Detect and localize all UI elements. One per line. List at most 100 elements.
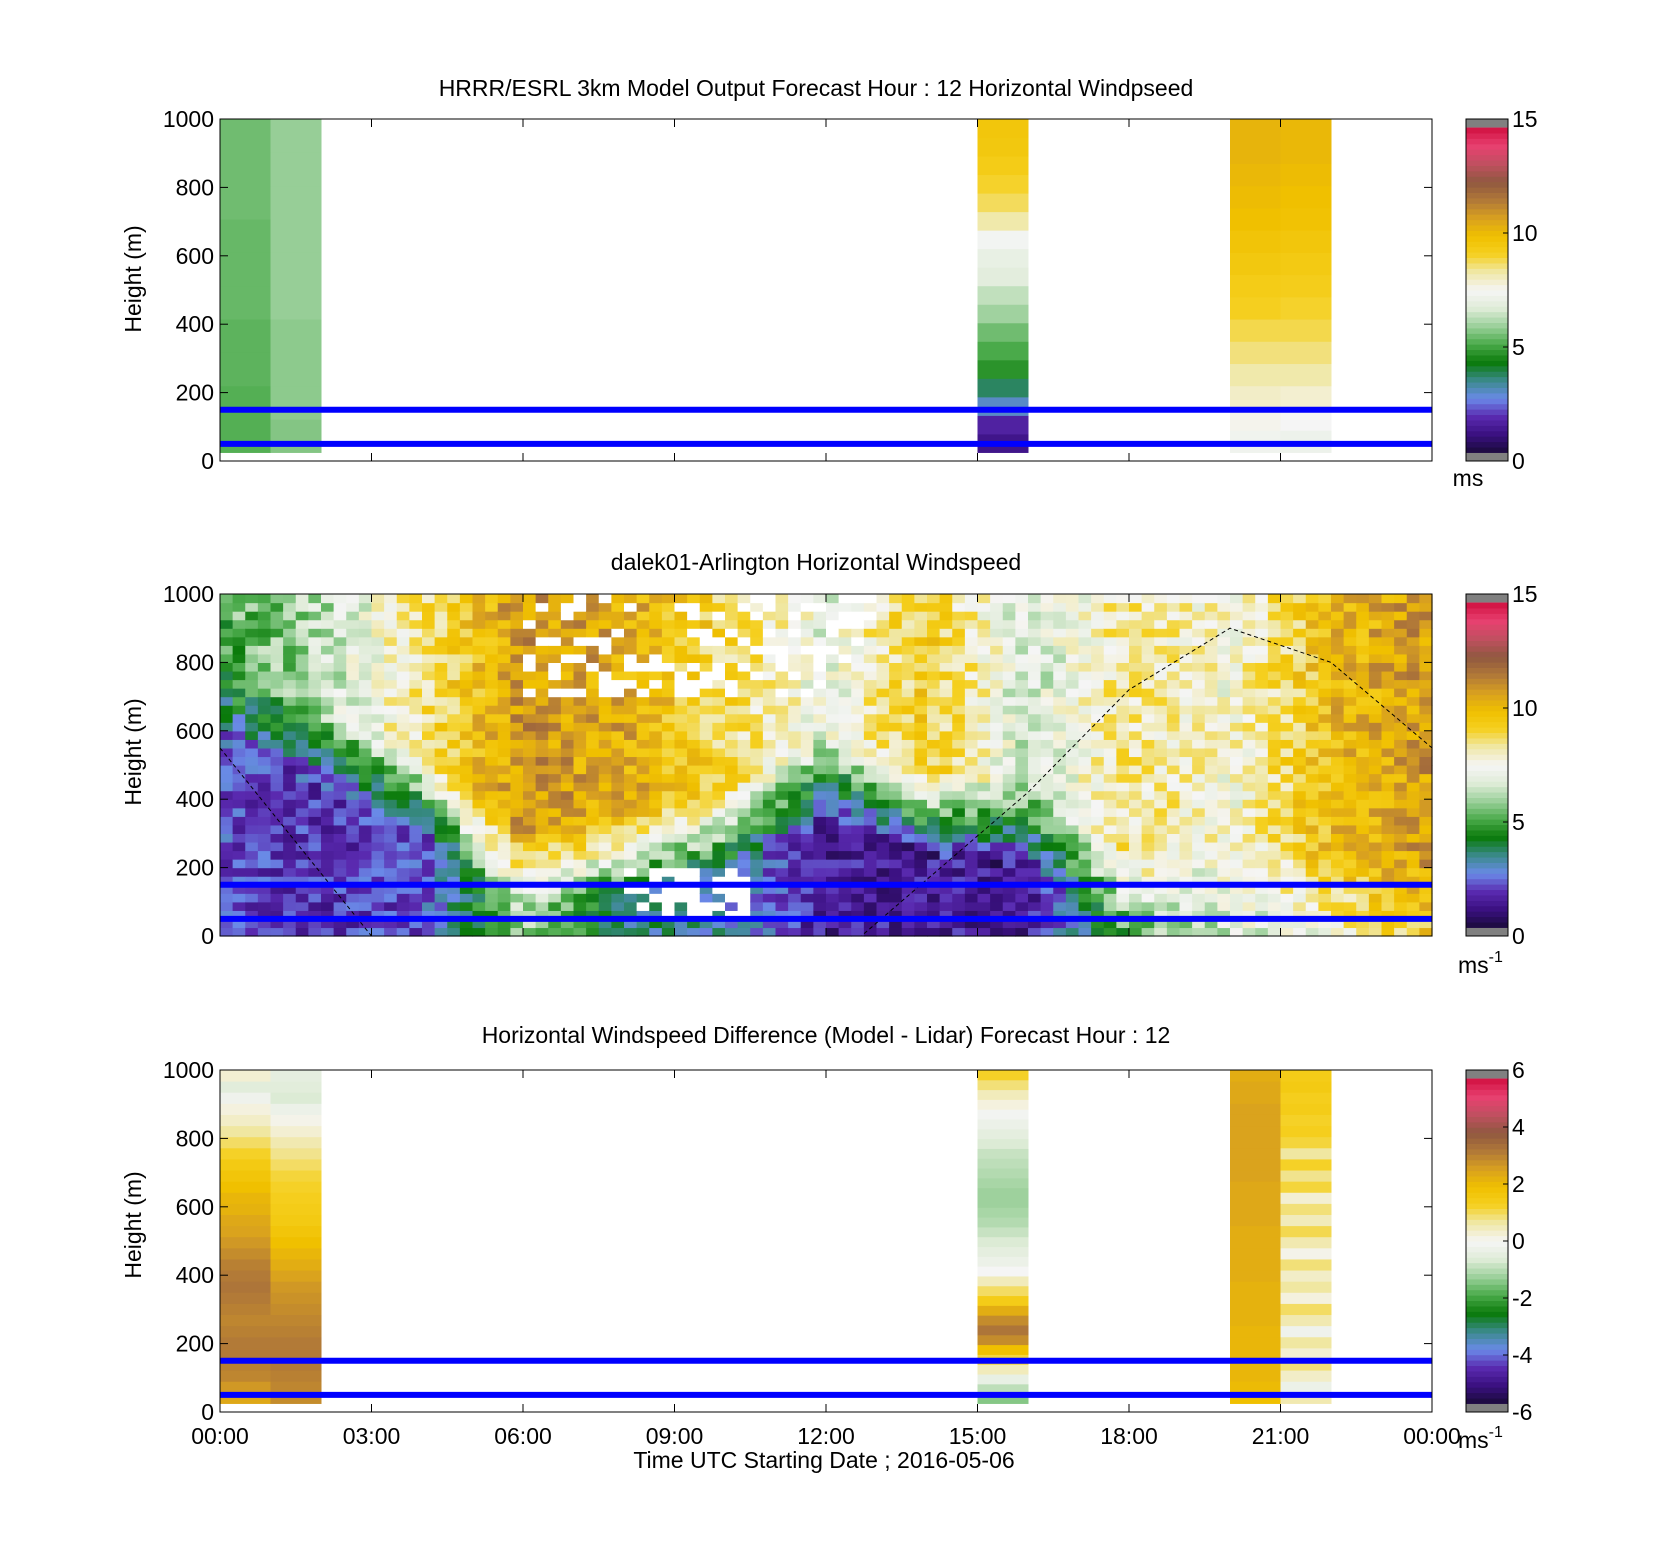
heatmap-cell: [321, 628, 335, 638]
heatmap-cell: [889, 730, 903, 740]
heatmap-cell: [990, 670, 1004, 681]
heatmap-cell: [1255, 773, 1269, 783]
heatmap-cell: [1255, 747, 1269, 758]
heatmap-cell: [851, 893, 865, 903]
heatmap-cell: [409, 859, 423, 869]
heatmap-cell: [927, 927, 941, 937]
heatmap-cell: [876, 594, 890, 604]
heatmap-cell: [990, 790, 1004, 800]
heatmap-cell: [409, 602, 423, 612]
heatmap-cell: [1078, 747, 1092, 758]
heatmap-cell: [1318, 884, 1332, 894]
heatmap-cell: [762, 679, 777, 689]
heatmap-cell: [977, 396, 1029, 416]
heatmap-cell: [497, 619, 511, 629]
heatmap-cell: [800, 893, 814, 903]
heatmap-cell: [1204, 713, 1218, 723]
heatmap-cell: [914, 816, 928, 826]
heatmap-cell: [1166, 918, 1181, 929]
heatmap-cell: [674, 893, 688, 903]
heatmap-cell: [838, 611, 852, 621]
heatmap-cell: [1217, 679, 1231, 689]
heatmap-cell: [624, 799, 638, 809]
heatmap-cell: [927, 765, 941, 775]
heatmap-cell: [409, 867, 423, 877]
heatmap-cell: [1419, 730, 1433, 740]
heatmap-cell: [1015, 722, 1029, 732]
heatmap-cell: [624, 653, 638, 663]
heatmap-cell: [1065, 824, 1080, 834]
colorbar-swatch: [1466, 392, 1508, 399]
heatmap-cell: [775, 782, 789, 792]
heatmap-cell: [510, 739, 524, 749]
heatmap-cell: [371, 876, 385, 886]
heatmap-cell: [775, 884, 789, 894]
colorbar-swatch: [1466, 246, 1508, 253]
heatmap-cell: [927, 705, 941, 715]
heatmap-cell: [257, 893, 272, 903]
heatmap-cell: [750, 807, 764, 817]
heatmap-cell: [838, 901, 852, 911]
heatmap-cell: [1192, 739, 1206, 749]
heatmap-cell: [308, 756, 322, 766]
heatmap-cell: [788, 653, 802, 663]
heatmap-cell: [1331, 867, 1345, 877]
heatmap-cell: [1204, 833, 1218, 843]
heatmap-cell: [1356, 927, 1370, 937]
heatmap-cell: [232, 927, 246, 937]
heatmap-cell: [1381, 927, 1395, 937]
heatmap-cell: [358, 790, 373, 800]
heatmap-cell: [1116, 747, 1130, 758]
heatmap-cell: [876, 807, 890, 817]
heatmap-cell: [725, 688, 739, 698]
heatmap-cell: [409, 619, 423, 629]
heatmap-cell: [1406, 619, 1420, 629]
heatmap-cell: [1255, 816, 1269, 826]
heatmap-cell: [725, 859, 739, 869]
y-tick-label: 0: [201, 923, 214, 949]
heatmap-cell: [889, 782, 903, 792]
heatmap-cell: [1002, 910, 1016, 920]
heatmap-cell: [1091, 679, 1105, 689]
heatmap-cell: [1280, 670, 1294, 681]
heatmap-cell: [1116, 662, 1130, 672]
heatmap-cell: [1217, 765, 1231, 775]
heatmap-cell: [1179, 884, 1193, 894]
heatmap-cell: [283, 884, 297, 894]
heatmap-cell: [333, 876, 347, 886]
heatmap-cell: [1166, 602, 1181, 612]
heatmap-cell: [889, 645, 903, 655]
colorbar-swatch: [1466, 1370, 1508, 1377]
heatmap-cell: [1028, 602, 1042, 612]
heatmap-cell: [712, 747, 726, 758]
heatmap-cell: [270, 824, 284, 834]
heatmap-cell: [1154, 910, 1168, 920]
heatmap-cell: [674, 765, 688, 775]
heatmap-cell: [283, 722, 297, 732]
heatmap-cell: [396, 756, 410, 766]
heatmap-cell: [977, 1109, 1029, 1120]
heatmap-cell: [636, 594, 650, 604]
heatmap-cell: [775, 619, 789, 629]
heatmap-cell: [472, 602, 486, 612]
heatmap-cell: [1091, 790, 1105, 800]
heatmap-cell: [1091, 901, 1105, 911]
heatmap-cell: [1103, 636, 1117, 646]
heatmap-cell: [788, 824, 802, 834]
heatmap-cell: [459, 876, 474, 886]
heatmap-cell: [674, 876, 688, 886]
colorbar-swatch: [1466, 1186, 1508, 1193]
heatmap-cell: [409, 679, 423, 689]
heatmap-cell: [586, 867, 600, 877]
heatmap-cell: [308, 927, 322, 937]
heatmap-cell: [586, 841, 600, 852]
heatmap-cell: [371, 730, 385, 740]
heatmap-cell: [232, 653, 246, 663]
colorbar-swatch: [1466, 1111, 1508, 1117]
heatmap-cell: [245, 824, 259, 834]
heatmap-cell: [257, 884, 272, 894]
heatmap-cell: [1293, 901, 1307, 911]
heatmap-cell: [321, 602, 335, 612]
heatmap-cell: [901, 841, 915, 852]
heatmap-cell: [737, 910, 751, 920]
